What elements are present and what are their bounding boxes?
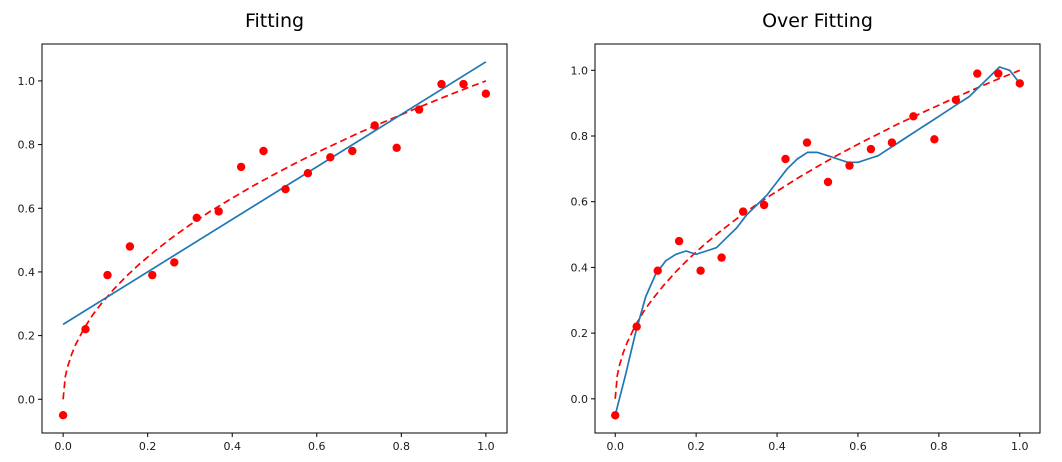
scatter-point <box>759 200 769 210</box>
scatter-point <box>259 146 268 156</box>
scatter-point <box>866 144 876 154</box>
scatter-point <box>192 213 201 222</box>
y-tick-label: 0.6 <box>571 196 589 209</box>
scatter-point <box>845 161 854 170</box>
scatter-point <box>370 121 379 130</box>
x-tick-label: 0.0 <box>606 440 624 453</box>
subplot-1: 0.0 0.2 0.4 0.6 0.8 1.0 0.0 0.2 0.4 0.6 0.8 1.0 <box>571 43 1041 453</box>
y-tick-label: 0.2 <box>571 327 589 340</box>
linear-fit-line <box>62 61 487 326</box>
y-tick-label: 0.2 <box>18 330 36 343</box>
scatter-point <box>303 169 313 178</box>
scatter-point <box>781 154 790 164</box>
scatter-point <box>148 270 157 280</box>
x-tick-label: 1.0 <box>477 440 495 453</box>
scatter-point <box>392 143 401 152</box>
x-tick-label: 0.8 <box>930 440 948 453</box>
scatter-point <box>125 242 135 251</box>
scatter-point <box>930 135 939 144</box>
scatter-point <box>887 138 897 147</box>
x-tick-label: 0.2 <box>687 440 705 453</box>
true-function-dashed-line <box>62 80 487 400</box>
scatter-point <box>281 185 290 194</box>
scatter-point <box>170 258 179 267</box>
scatter-point <box>909 112 918 121</box>
scatter-point <box>1015 79 1024 88</box>
scatter-point <box>236 162 246 172</box>
y-tick-label: 1.0 <box>18 75 36 88</box>
scatter-point <box>717 253 726 262</box>
scatter-point <box>611 411 620 420</box>
x-tick-label: 0.6 <box>849 440 867 453</box>
subplot-0: 0.0 0.2 0.4 0.6 0.8 1.0 0.0 0.2 0.4 0.6 0.8 1.0 <box>18 43 508 453</box>
scatter-point <box>414 105 424 114</box>
scatter-point <box>823 177 833 187</box>
y-tick-label: 1.0 <box>571 64 589 77</box>
y-tick-label: 0.6 <box>18 202 36 215</box>
x-tick-label: 0.2 <box>139 440 157 453</box>
x-tick-label: 0.0 <box>54 440 72 453</box>
scatter-point <box>951 95 961 105</box>
scatter-point <box>994 69 1003 78</box>
scatter-point <box>326 153 335 162</box>
axes-spines <box>41 43 508 434</box>
scatter-point <box>802 138 812 147</box>
scatter-point <box>632 322 641 331</box>
scatter-point <box>674 236 684 246</box>
scatter-point <box>103 270 112 280</box>
x-tick-label: 0.8 <box>393 440 411 453</box>
y-tick-label: 0.0 <box>571 393 589 406</box>
x-tick-label: 1.0 <box>1011 440 1029 453</box>
axes-spines <box>594 43 1041 434</box>
x-tick-label: 0.4 <box>768 440 786 453</box>
scatter-point <box>348 146 357 156</box>
x-tick-label: 0.6 <box>308 440 326 453</box>
scatter-point <box>437 79 446 89</box>
y-tick-label: 0.0 <box>18 393 36 406</box>
y-tick-label: 0.4 <box>18 266 36 279</box>
scatter-point <box>58 411 68 420</box>
scatter-point <box>481 89 491 98</box>
y-tick-label: 0.4 <box>571 261 589 274</box>
scatter-point <box>214 207 223 216</box>
scatter-point <box>653 266 662 275</box>
scatter-point <box>81 325 90 334</box>
scatter-point <box>459 79 468 89</box>
x-tick-label: 0.4 <box>223 440 241 453</box>
y-tick-label: 0.8 <box>18 139 36 152</box>
true-function-dashed-line <box>614 69 1021 399</box>
overfit-model-line <box>614 66 1021 416</box>
scatter-point <box>696 266 705 275</box>
scatter-point <box>973 69 982 78</box>
y-tick-label: 0.8 <box>571 130 589 143</box>
scatter-point <box>738 207 748 216</box>
